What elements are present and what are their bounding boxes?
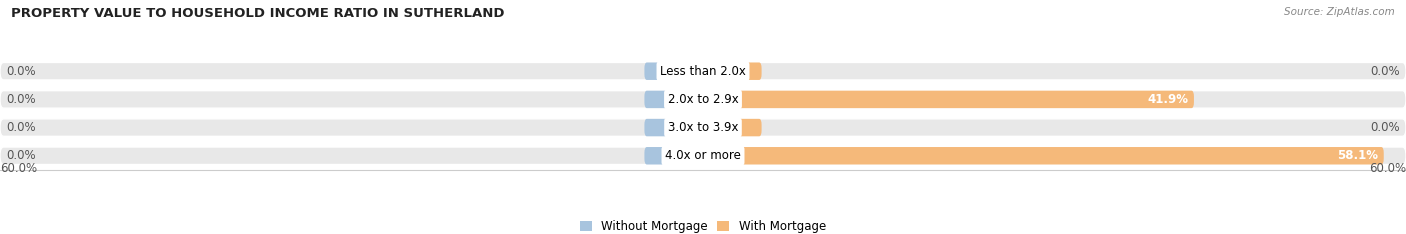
Text: Less than 2.0x: Less than 2.0x [659,65,747,78]
FancyBboxPatch shape [703,119,762,136]
FancyBboxPatch shape [703,147,1384,165]
FancyBboxPatch shape [0,147,1406,165]
FancyBboxPatch shape [644,91,703,108]
FancyBboxPatch shape [644,119,703,136]
Text: 4.0x or more: 4.0x or more [665,149,741,162]
Text: 0.0%: 0.0% [1371,65,1400,78]
Text: 60.0%: 60.0% [1369,162,1406,176]
Text: 3.0x to 3.9x: 3.0x to 3.9x [668,121,738,134]
Text: Source: ZipAtlas.com: Source: ZipAtlas.com [1284,7,1395,17]
Text: 60.0%: 60.0% [0,162,37,176]
Legend: Without Mortgage, With Mortgage: Without Mortgage, With Mortgage [575,215,831,234]
Text: 0.0%: 0.0% [1371,121,1400,134]
FancyBboxPatch shape [703,91,1194,108]
Text: 0.0%: 0.0% [6,93,35,106]
FancyBboxPatch shape [0,62,1406,80]
FancyBboxPatch shape [0,119,1406,136]
FancyBboxPatch shape [0,91,1406,108]
FancyBboxPatch shape [644,62,703,80]
FancyBboxPatch shape [644,147,703,165]
Text: PROPERTY VALUE TO HOUSEHOLD INCOME RATIO IN SUTHERLAND: PROPERTY VALUE TO HOUSEHOLD INCOME RATIO… [11,7,505,20]
Text: 0.0%: 0.0% [6,149,35,162]
FancyBboxPatch shape [703,62,762,80]
Text: 0.0%: 0.0% [6,121,35,134]
Text: 0.0%: 0.0% [6,65,35,78]
Text: 58.1%: 58.1% [1337,149,1378,162]
Text: 2.0x to 2.9x: 2.0x to 2.9x [668,93,738,106]
Text: 41.9%: 41.9% [1147,93,1188,106]
